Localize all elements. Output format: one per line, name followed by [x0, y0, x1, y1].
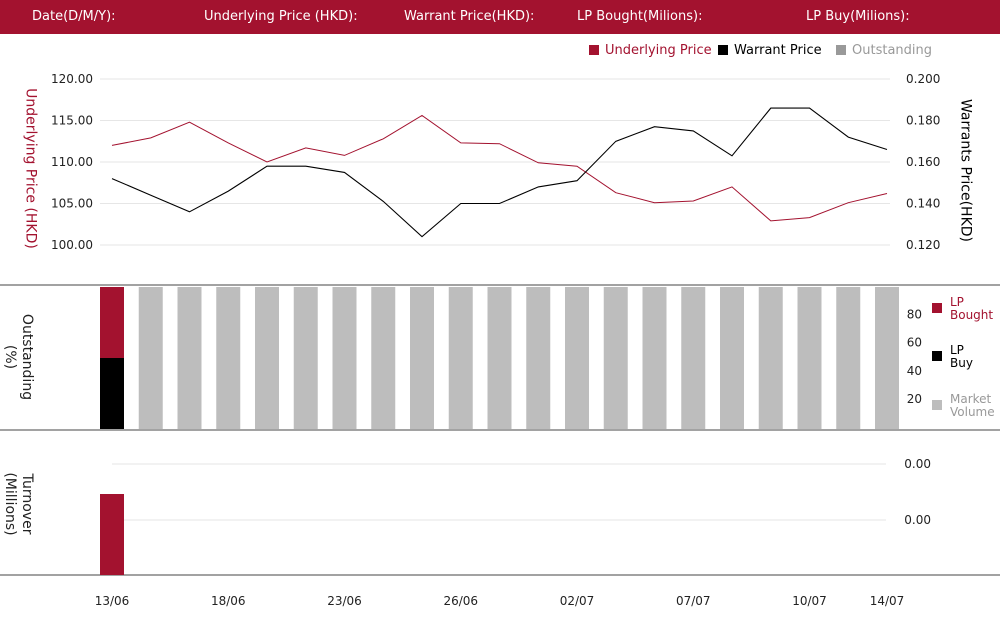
legend-outstanding[interactable]: Outstanding	[836, 43, 932, 58]
underlying-price-line	[111, 114, 888, 222]
legend-warrant[interactable]: Warrant Price	[718, 43, 822, 58]
underlying-price-label: Underlying Price (HKD):	[204, 9, 358, 24]
x-tick-label: 14/07	[870, 594, 905, 608]
market-volume-bar	[255, 287, 279, 429]
market-volume-bar	[603, 287, 628, 429]
x-tick-label: 07/07	[676, 594, 711, 608]
market-volume-bar	[681, 287, 706, 429]
market-volume-bar	[332, 287, 357, 429]
y-tick-outstanding: 80	[907, 308, 922, 322]
legend-swatch	[836, 45, 846, 55]
market-volume-bar	[371, 287, 396, 429]
x-tick-label: 18/06	[211, 594, 246, 608]
y-tick-turnover: 0.00	[904, 513, 931, 527]
y-tick-left: 105.00	[51, 197, 93, 211]
market-volume-bar	[138, 287, 163, 429]
market-volume-bar	[410, 287, 434, 429]
legend-swatch	[589, 45, 599, 55]
market-volume-bar	[642, 287, 667, 429]
lp-bought-label: LP Bought(Milions):	[577, 9, 703, 24]
legend-underlying[interactable]: Underlying Price	[589, 43, 712, 58]
y-tick-outstanding: 60	[907, 336, 922, 350]
legend-underlying-label: Underlying Price	[605, 43, 712, 58]
legend-warrant-label: Warrant Price	[734, 43, 822, 58]
market-volume-bar	[216, 287, 241, 429]
y-tick-left: 110.00	[51, 155, 93, 169]
market-volume-bar	[526, 287, 551, 429]
header-bar: Date(D/M/Y): Underlying Price (HKD): War…	[0, 0, 1000, 34]
warrant-price-label: Warrant Price(HKD):	[404, 9, 535, 24]
warrant-price-line	[111, 107, 888, 238]
y-tick-right: 0.120	[906, 238, 940, 252]
date-label: Date(D/M/Y):	[32, 9, 116, 24]
x-tick-label: 23/06	[327, 594, 362, 608]
y-tick-right: 0.200	[906, 72, 940, 86]
legend-market-volume-label: Market Volume	[950, 392, 995, 419]
legend-lp-buy-label: LP Buy	[950, 343, 973, 370]
y-tick-outstanding: 20	[907, 392, 922, 406]
x-tick-label: 26/06	[443, 594, 478, 608]
x-tick-label: 13/06	[95, 594, 130, 608]
y-tick-left: 120.00	[51, 72, 93, 86]
y-tick-outstanding: 40	[907, 364, 922, 378]
legend-swatch	[932, 351, 942, 361]
market-volume-bar	[448, 287, 473, 429]
market-volume-bar	[487, 287, 512, 429]
legend-swatch	[718, 45, 728, 55]
market-volume-bar	[293, 287, 318, 429]
y-tick-left: 100.00	[51, 238, 93, 252]
market-volume-bar	[565, 287, 589, 429]
x-tick-label: 10/07	[792, 594, 827, 608]
market-volume-bar	[758, 287, 783, 429]
lp-bought-bar	[100, 287, 124, 358]
lp-buy-label: LP Buy(Milions):	[806, 9, 910, 24]
legend-swatch	[932, 400, 942, 410]
market-volume-bar	[875, 287, 899, 429]
lp-buy-bar	[100, 358, 124, 429]
y-tick-turnover: 0.00	[904, 457, 931, 471]
market-volume-bar	[836, 287, 861, 429]
x-tick-label: 02/07	[560, 594, 595, 608]
turnover-bar	[100, 494, 124, 575]
legend-swatch	[932, 303, 942, 313]
legend-outstanding-label: Outstanding	[852, 43, 932, 58]
y-tick-right: 0.160	[906, 155, 940, 169]
market-volume-bar	[720, 287, 744, 429]
legend-lp-bought-label: LP Bought	[950, 295, 994, 322]
y-tick-right: 0.180	[906, 114, 940, 128]
market-volume-bar	[177, 287, 202, 429]
y-tick-left: 115.00	[51, 114, 93, 128]
y-tick-right: 0.140	[906, 197, 940, 211]
market-volume-bar	[797, 287, 822, 429]
